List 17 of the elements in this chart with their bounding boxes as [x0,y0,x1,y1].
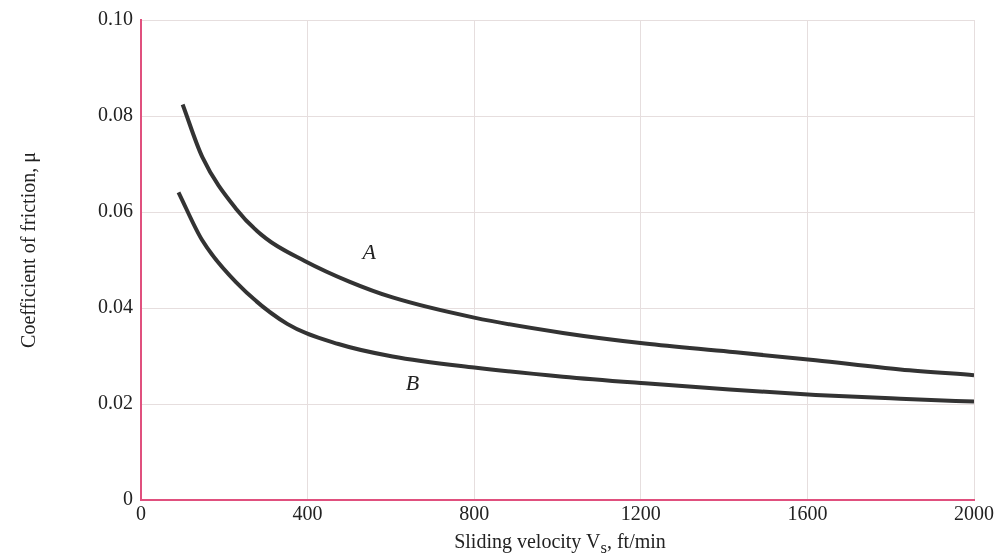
x-tick-label: 2000 [954,502,994,525]
y-tick-label: 0.10 [98,7,133,30]
x-tick-label: 1600 [787,502,828,525]
y-tick-label: 0.08 [98,103,133,126]
series-label: A [360,239,377,265]
line-series [180,102,974,378]
y-tick-label: 0.02 [98,391,133,414]
y-axis-title: Coefficient of friction, μ [16,152,40,348]
x-tick-label: 800 [459,502,490,525]
y-tick-label: 0 [123,487,133,510]
x-tick-label: 1200 [620,502,661,525]
line-series [176,190,974,404]
y-tick-label: 0.04 [98,295,133,318]
series-label: B [405,370,420,396]
x-tick-label: 400 [292,502,323,525]
x-axis-title: Sliding velocity V$_{s}$, ft/min [453,530,667,558]
y-tick-label: 0.06 [98,199,133,222]
